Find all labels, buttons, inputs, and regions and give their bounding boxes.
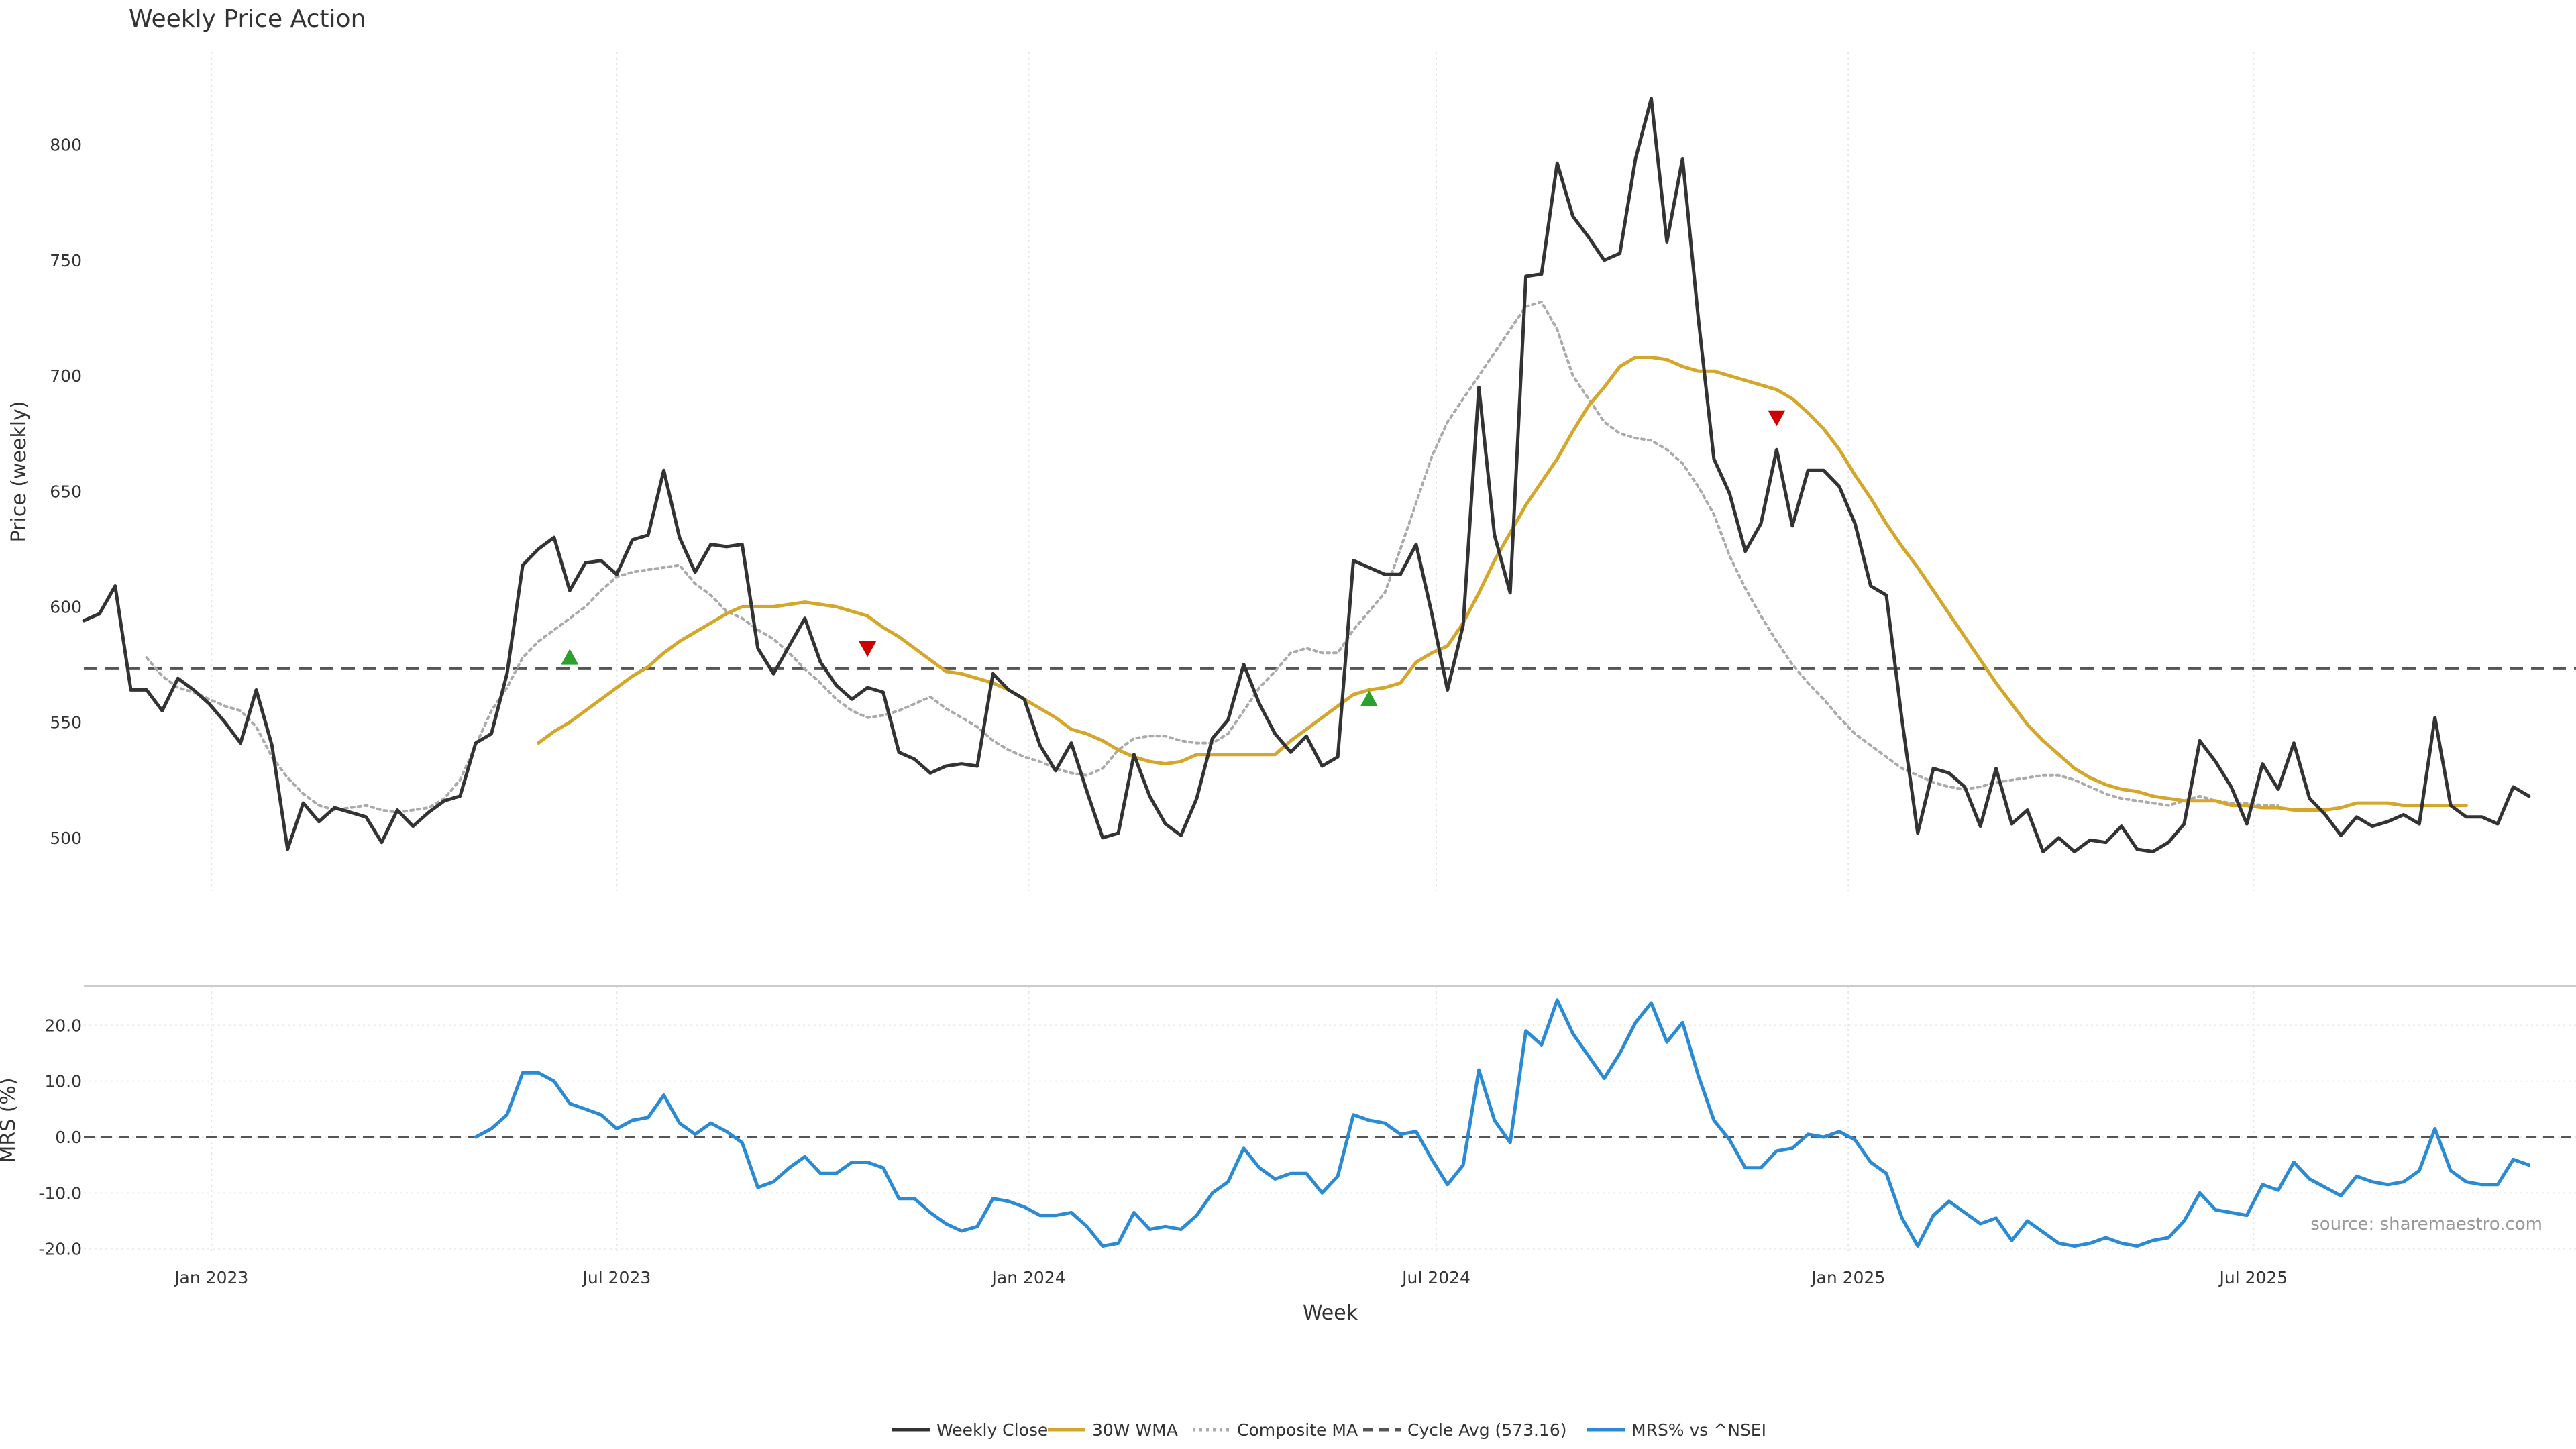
source-note: source: sharemaestro.com: [2310, 1214, 2542, 1234]
price-panel: 500 550 600 650 700 750 800 Price (weekly): [7, 52, 2576, 891]
x-tick-label: Jul 2024: [1401, 1268, 1470, 1287]
mrs-panel-ytick-label: -20.0: [38, 1240, 82, 1259]
series-30w-wma: [537, 356, 2468, 812]
price-panel-ytick-label: 750: [50, 251, 82, 270]
x-tick-label: Jul 2023: [582, 1268, 651, 1287]
price-panel-ytick-label: 600: [50, 597, 82, 616]
price-panel-ytick-label: 650: [50, 482, 82, 501]
sell-signal-marker: [859, 641, 877, 657]
mrs-panel: -20.0 -10.0 0.0 10.0 20.0 MRS (%) Jan 2023 Jul …: [0, 985, 2576, 1287]
buy-signal-marker: [561, 649, 579, 665]
series-composite-ma: [145, 300, 2280, 814]
price-panel-ytick-label: 500: [50, 828, 82, 848]
x-tick-label: Jan 2024: [991, 1268, 1066, 1287]
price-panel-ytick-label: 800: [50, 136, 82, 155]
x-tick-label: Jul 2025: [2218, 1268, 2288, 1287]
price-panel-y-axis-label: Price (weekly): [7, 400, 31, 542]
x-axis-label: Week: [1303, 1301, 1358, 1325]
mrs-panel-y-axis-label: MRS (%): [0, 1077, 20, 1163]
x-tick-label: Jan 2025: [1810, 1268, 1885, 1287]
series-mrs: [474, 998, 2531, 1248]
legend-label: MRS% vs ^NSEI: [1631, 1420, 1766, 1440]
legend-label: Cycle Avg (573.16): [1407, 1420, 1567, 1440]
mrs-panel-ytick-label: -10.0: [38, 1183, 82, 1203]
mrs-panel-ytick-label: 20.0: [44, 1016, 82, 1035]
chart-title: Weekly Price Action: [129, 5, 366, 33]
mrs-panel-ytick-label: 10.0: [44, 1072, 82, 1091]
x-tick-label: Jan 2023: [173, 1268, 248, 1287]
mrs-panel-ytick-label: 0.0: [55, 1128, 82, 1147]
series-weekly-close: [82, 97, 2531, 853]
legend-label: Composite MA: [1237, 1420, 1358, 1440]
price-panel-ytick-label: 700: [50, 366, 82, 386]
legend-label: 30W WMA: [1092, 1420, 1178, 1440]
price-panel-ytick-label: 550: [50, 713, 82, 733]
sell-signal-marker: [1768, 410, 1786, 427]
buy-signal-marker: [1360, 690, 1378, 706]
legend-label: Weekly Close: [936, 1420, 1048, 1440]
legend: Weekly Close 30W WMA Composite MA Cycle Avg…: [892, 1420, 1766, 1440]
